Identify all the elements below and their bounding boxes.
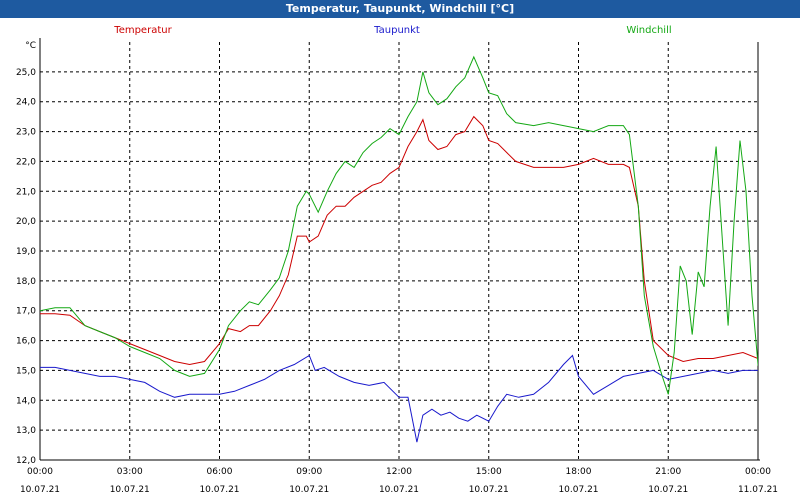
- series-line-taupunkt: [40, 354, 758, 443]
- y-tick-label: 16,0: [16, 337, 36, 347]
- y-tick-label: 19,0: [16, 247, 36, 257]
- x-tick-time: 03:00: [117, 467, 143, 477]
- x-tick-date: 11.07.21: [738, 485, 778, 495]
- x-tick-date: 10.07.21: [648, 485, 688, 495]
- legend-taupunkt: Taupunkt: [373, 25, 420, 36]
- y-tick-label: 14,0: [16, 396, 36, 406]
- x-tick-date: 10.07.21: [558, 485, 598, 495]
- y-tick-label: 15,0: [16, 366, 36, 376]
- x-tick-time: 06:00: [207, 467, 233, 477]
- x-tick-time: 18:00: [566, 467, 592, 477]
- x-tick-date: 10.07.21: [289, 485, 329, 495]
- x-tick-date: 10.07.21: [379, 485, 419, 495]
- x-tick-date: 10.07.21: [110, 485, 150, 495]
- x-tick-time: 00:00: [27, 467, 53, 477]
- series-line-temperatur: [40, 115, 758, 366]
- y-tick-label: 20,0: [16, 217, 36, 227]
- x-tick-time: 21:00: [655, 467, 681, 477]
- x-tick-date: 10.07.21: [20, 485, 60, 495]
- y-tick-label: 18,0: [16, 277, 36, 287]
- y-tick-label: 22,0: [16, 157, 36, 167]
- legend-windchill: Windchill: [626, 25, 671, 36]
- y-tick-label: 13,0: [16, 426, 36, 436]
- y-tick-label: 12,0: [16, 456, 36, 466]
- window-title: Temperatur, Taupunkt, Windchill [°C]: [0, 0, 800, 18]
- x-tick-time: 12:00: [386, 467, 412, 477]
- x-tick-time: 09:00: [296, 467, 322, 477]
- y-tick-label: 24,0: [16, 98, 36, 108]
- y-tick-label: 17,0: [16, 307, 36, 317]
- legend-temperatur: Temperatur: [113, 25, 172, 36]
- x-tick-date: 10.07.21: [469, 485, 509, 495]
- y-tick-label: 21,0: [16, 187, 36, 197]
- line-chart: 12,0 13,0 14,0 15,0 16,0 17,0 18,0 19,0 20,0 21,0…: [16, 25, 778, 495]
- y-tick-label: 23,0: [16, 128, 36, 138]
- series-line-windchill: [40, 55, 758, 395]
- x-tick-time: 00:00: [745, 467, 771, 477]
- x-tick-date: 10.07.21: [199, 485, 239, 495]
- y-tick-label: 25,0: [16, 68, 36, 78]
- x-tick-time: 15:00: [476, 467, 502, 477]
- y-axis-unit-label: °C: [25, 41, 36, 51]
